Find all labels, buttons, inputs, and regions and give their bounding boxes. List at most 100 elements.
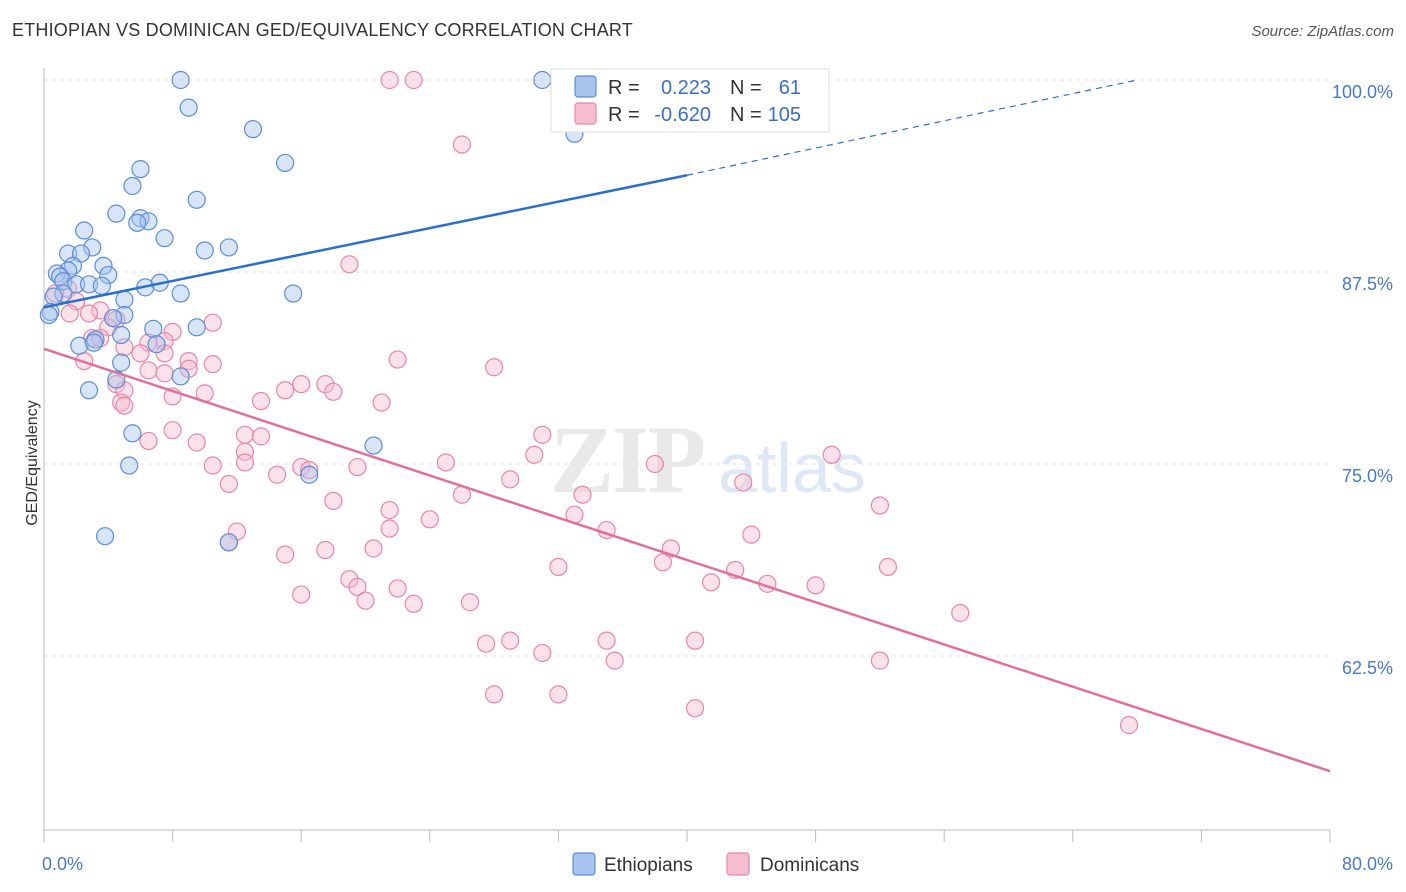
ethiopians-point (79, 381, 99, 400)
dominicans-point (251, 427, 271, 446)
dominicans-point (187, 433, 206, 452)
watermark-zip: ZIP (550, 406, 704, 513)
ethiopians-point (92, 276, 111, 295)
ethiopians-point (70, 336, 89, 355)
legend-n-label-dominicans: N = (730, 104, 762, 126)
y-tick-label: 62.5% (1342, 658, 1393, 678)
ethiopians-point (171, 284, 190, 303)
dominicans-point (388, 579, 407, 598)
dominicans-point (742, 525, 761, 544)
dominicans-point (348, 577, 367, 596)
ethiopians-point (533, 70, 552, 90)
dominicans-point (292, 375, 311, 394)
ethiopians-point (67, 275, 86, 294)
ethiopians-point (112, 353, 131, 372)
dominicans-point (549, 685, 568, 704)
dominicans-point (1119, 716, 1139, 735)
dominicans-point (276, 545, 295, 564)
ethiopians-point (195, 241, 214, 260)
ethiopians-point (107, 204, 126, 223)
ethiopians-point (171, 70, 190, 90)
dominicans-point (79, 304, 99, 323)
dominicans-point (203, 456, 222, 475)
ethiopians-point (128, 213, 147, 232)
dominicans-points (46, 70, 1139, 735)
dominicans-point (388, 350, 407, 369)
ethiopians-point (99, 265, 118, 285)
ethiopians-point (364, 436, 383, 455)
dominicans-point (235, 425, 255, 444)
dominicans-point (501, 470, 520, 489)
dominicans-point (235, 442, 255, 461)
chart-source: Source: ZipAtlas.com (1251, 23, 1394, 40)
ethiopians-point (276, 153, 295, 173)
dominicans-point (605, 651, 624, 670)
legend-swatch-dominicans (574, 102, 597, 125)
ethiopians-point (115, 290, 134, 309)
dominicans-point (734, 473, 753, 492)
dominicans-point (139, 431, 158, 451)
x-axis-ticks (43, 830, 1331, 842)
dominicans-point (179, 351, 198, 371)
dominicans-point (685, 699, 705, 718)
y-tick-label: 100.0% (1332, 82, 1393, 102)
dominicans-point (251, 391, 271, 411)
dominicans-point (870, 496, 890, 515)
ethiopians-point (86, 330, 105, 349)
bottom-legend-swatch-dominicans (726, 852, 750, 876)
trend-lines (43, 79, 1331, 773)
gridlines (44, 79, 1330, 657)
dominicans-point (115, 396, 134, 415)
legend-n-label-ethiopians: N = (730, 77, 762, 99)
legend-r-label-dominicans: R = (608, 104, 640, 126)
dominicans-point (60, 304, 79, 323)
dominicans-point (645, 454, 664, 474)
watermark-atlas: atlas (718, 429, 866, 507)
dominicans-point (436, 453, 455, 472)
ethiopians-point (155, 229, 174, 248)
ethiopians-point (83, 238, 102, 257)
dominicans-point (203, 355, 222, 374)
legend-swatch-ethiopians (574, 75, 597, 98)
y-tick-label: 75.0% (1342, 466, 1393, 486)
x-tick-label-max: 80.0% (1342, 854, 1393, 874)
dominicans-point (364, 539, 383, 558)
dominicans-point (163, 421, 182, 440)
ethiopians-point (284, 284, 303, 303)
dominicans-point (267, 465, 287, 484)
dominicans-point (501, 631, 520, 650)
ethiopians-trend-line (43, 174, 688, 309)
dominicans-point (822, 445, 841, 464)
ethiopians-point (39, 305, 58, 325)
x-tick-label-min: 0.0% (42, 854, 83, 874)
dominicans-point (139, 361, 158, 380)
ethiopians-point (115, 305, 134, 325)
dominicans-point (203, 313, 222, 332)
bottom-legend-label-ethiopians: Ethiopians (604, 855, 693, 876)
dominicans-point (420, 510, 439, 529)
ethiopians-point (187, 190, 206, 209)
ethiopians-point (131, 159, 150, 179)
bottom-legend-swatch-ethiopians (572, 852, 596, 876)
dominicans-point (235, 453, 255, 472)
dominicans-point (112, 393, 131, 412)
legend-r-value-ethiopians: 0.223 (661, 77, 711, 99)
legend-n-value-dominicans: 105 (768, 104, 801, 126)
dominicans-point (356, 591, 375, 610)
dominicans-point (951, 603, 970, 623)
ethiopians-point (104, 308, 123, 328)
dominicans-point (702, 573, 721, 592)
ethiopians-point (147, 335, 166, 354)
dominicans-point (549, 557, 568, 577)
ethiopians-point (187, 318, 206, 337)
chart-title: ETHIOPIAN VS DOMINICAN GED/EQUIVALENCY C… (12, 20, 633, 40)
ethiopians-point (219, 238, 238, 257)
dominicans-point (485, 685, 504, 704)
dominicans-trend-line (43, 347, 1331, 773)
dominicans-point (316, 540, 335, 560)
dominicans-point (452, 135, 472, 154)
dominicans-point (653, 553, 672, 572)
dominicans-point (404, 70, 423, 90)
dominicans-point (155, 364, 174, 383)
